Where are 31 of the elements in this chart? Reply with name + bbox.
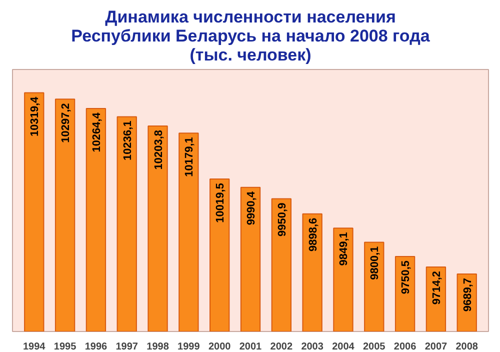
data-label: 9898,6 (307, 218, 320, 252)
data-label: 9689,7 (462, 278, 474, 312)
data-label: 9800,1 (369, 246, 382, 280)
x-tick-label: 1999 (178, 342, 200, 352)
x-tick-label: 2006 (394, 342, 417, 352)
data-label: 10297,2 (60, 103, 72, 143)
data-label: 9990,4 (246, 190, 258, 226)
x-tick-label: 2001 (239, 342, 262, 352)
x-tick-label: 1994 (23, 342, 46, 352)
x-tick-label: 1997 (116, 342, 138, 352)
x-tick-label: 1996 (84, 342, 108, 352)
data-label: 10203,8 (152, 130, 165, 170)
data-label: 9750,5 (400, 260, 412, 294)
x-tick-label: 2005 (363, 342, 386, 352)
data-label: 10019,5 (214, 183, 227, 223)
data-label: 9950,9 (276, 202, 288, 236)
x-tick-label: 2004 (332, 342, 355, 352)
data-label: 10179,1 (184, 137, 196, 177)
data-label: 9714,2 (430, 270, 443, 305)
data-label: 10264,4 (90, 112, 103, 152)
chart-title: Динамика численности населения Республики Беларусь на начало 2008 года (тыс. человек) (71, 8, 430, 64)
data-label: 10236,1 (122, 120, 134, 160)
x-tick-label: 1995 (54, 342, 77, 352)
data-label: 9849,1 (338, 232, 350, 266)
data-label: 10319,4 (29, 96, 42, 136)
x-tick-label: 2007 (424, 342, 448, 352)
x-tick-label: 2000 (208, 342, 232, 352)
x-tick-label: 2008 (456, 342, 478, 352)
x-tick-label: 2002 (270, 342, 293, 352)
x-tick-label: 1998 (146, 342, 170, 352)
x-tick-label: 2003 (301, 342, 324, 352)
